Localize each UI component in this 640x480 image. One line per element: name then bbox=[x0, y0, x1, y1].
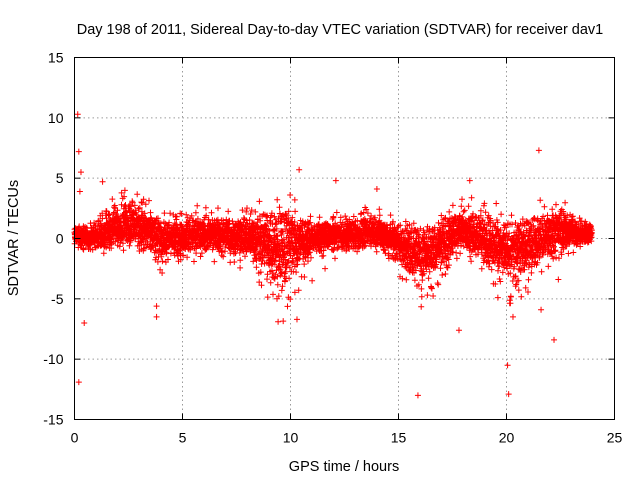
x-tick-label: 15 bbox=[391, 430, 407, 446]
outlier-point bbox=[293, 316, 300, 323]
outlier-point bbox=[153, 313, 160, 320]
x-tick-label: 0 bbox=[71, 430, 79, 446]
y-tick-label: -5 bbox=[51, 291, 64, 307]
outlier-point bbox=[414, 392, 421, 399]
outlier-point bbox=[74, 111, 81, 118]
outlier-point bbox=[76, 188, 83, 195]
outlier-point bbox=[153, 303, 160, 310]
x-tick-label: 5 bbox=[179, 430, 187, 446]
outlier-point bbox=[504, 362, 511, 369]
outlier-point bbox=[555, 276, 562, 283]
x-axis-label: GPS time / hours bbox=[289, 459, 399, 475]
outlier-point bbox=[296, 166, 303, 173]
outlier-point bbox=[99, 178, 106, 185]
axes bbox=[74, 57, 615, 420]
outlier-point bbox=[309, 277, 316, 284]
y-tick-label: -10 bbox=[43, 351, 63, 367]
y-tick-label: 15 bbox=[48, 50, 64, 66]
chart-title: Day 198 of 2011, Sidereal Day-to-day VTE… bbox=[77, 22, 604, 38]
y-tick-label: 0 bbox=[56, 231, 64, 247]
outlier-point bbox=[494, 294, 501, 301]
x-tick-label: 10 bbox=[283, 430, 299, 446]
labels: Day 198 of 2011, Sidereal Day-to-day VTE… bbox=[6, 22, 622, 475]
y-tick-label: 10 bbox=[48, 110, 64, 126]
x-tick-label: 25 bbox=[607, 430, 623, 446]
outlier-point bbox=[455, 327, 462, 334]
x-tick-label: 20 bbox=[499, 430, 515, 446]
outlier-point bbox=[322, 265, 329, 272]
outlier-point bbox=[77, 169, 84, 176]
outlier-point bbox=[535, 147, 542, 154]
outlier-point bbox=[551, 336, 558, 343]
outlier-point bbox=[373, 186, 380, 193]
outlier-point bbox=[466, 177, 473, 184]
y-tick-label: 5 bbox=[56, 170, 64, 186]
y-tick-label: -15 bbox=[43, 412, 63, 428]
y-axis-label: SDTVAR / TECUs bbox=[6, 180, 22, 296]
data-points bbox=[71, 111, 595, 399]
outlier-point bbox=[75, 148, 82, 155]
outlier-point bbox=[509, 313, 516, 320]
outlier-point bbox=[75, 379, 82, 386]
outlier-point bbox=[538, 306, 545, 313]
point-cloud bbox=[71, 187, 595, 325]
outlier-point bbox=[81, 319, 88, 326]
outlier-point bbox=[291, 196, 298, 203]
outlier-point bbox=[505, 391, 512, 398]
outlier-point bbox=[332, 177, 339, 184]
